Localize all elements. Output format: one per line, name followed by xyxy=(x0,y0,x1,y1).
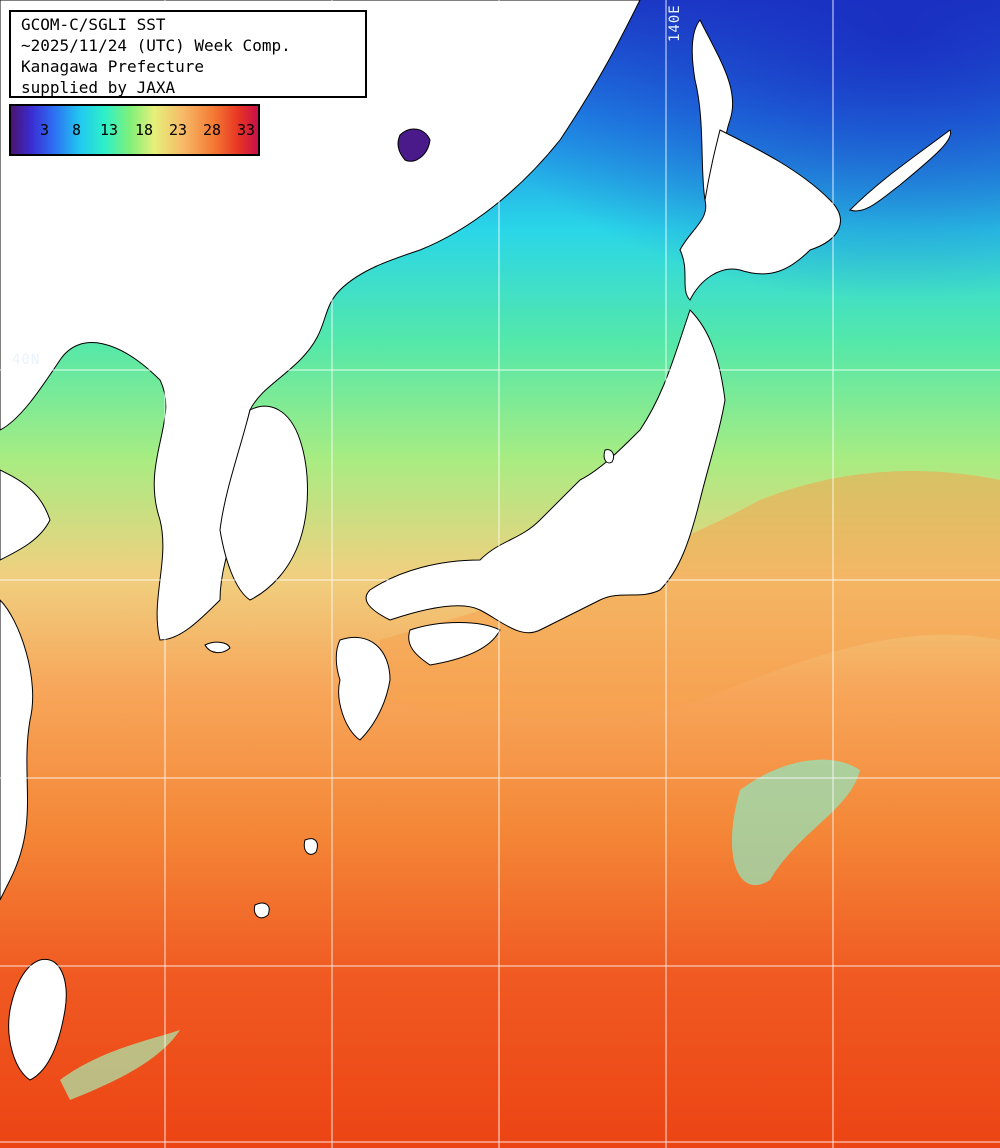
legend-tick: 8 xyxy=(72,121,82,139)
ryukyu-island xyxy=(253,902,270,919)
china-south-coast xyxy=(0,599,34,901)
legend-tick: 3 xyxy=(40,121,50,139)
land xyxy=(0,0,952,1081)
info-region: Kanagawa Prefecture xyxy=(21,57,205,76)
sado-island xyxy=(603,449,615,464)
taiwan xyxy=(8,958,67,1081)
legend-tick: 18 xyxy=(135,121,154,139)
cool-patch xyxy=(731,759,860,886)
legend-tick: 13 xyxy=(100,121,119,139)
legend-tick: 28 xyxy=(203,121,222,139)
latitude-label: 40N xyxy=(12,352,41,368)
longitude-label: 140E xyxy=(667,4,683,42)
info-box: GCOM-C/SGLI SST ~2025/11/24 (UTC) Week C… xyxy=(9,10,367,98)
hokkaido xyxy=(679,129,841,301)
cold-spot xyxy=(397,128,431,162)
jeju-island xyxy=(204,641,231,653)
china-coast xyxy=(0,469,51,561)
kyushu xyxy=(335,636,391,741)
info-date: ~2025/11/24 (UTC) Week Comp. xyxy=(21,36,291,55)
legend-tick: 33 xyxy=(237,121,256,139)
kuroshio-band xyxy=(380,471,1000,719)
legend-tick: 23 xyxy=(169,121,188,139)
shikoku xyxy=(408,622,501,666)
info-source: supplied by JAXA xyxy=(21,78,176,97)
color-scale-legend: 3 8 13 18 23 28 33 xyxy=(9,104,260,156)
cool-patch-2 xyxy=(60,1030,180,1100)
honshu xyxy=(365,309,726,634)
okinawa-island xyxy=(303,838,318,855)
kuril-islands xyxy=(849,129,952,212)
info-title: GCOM-C/SGLI SST xyxy=(21,15,166,34)
